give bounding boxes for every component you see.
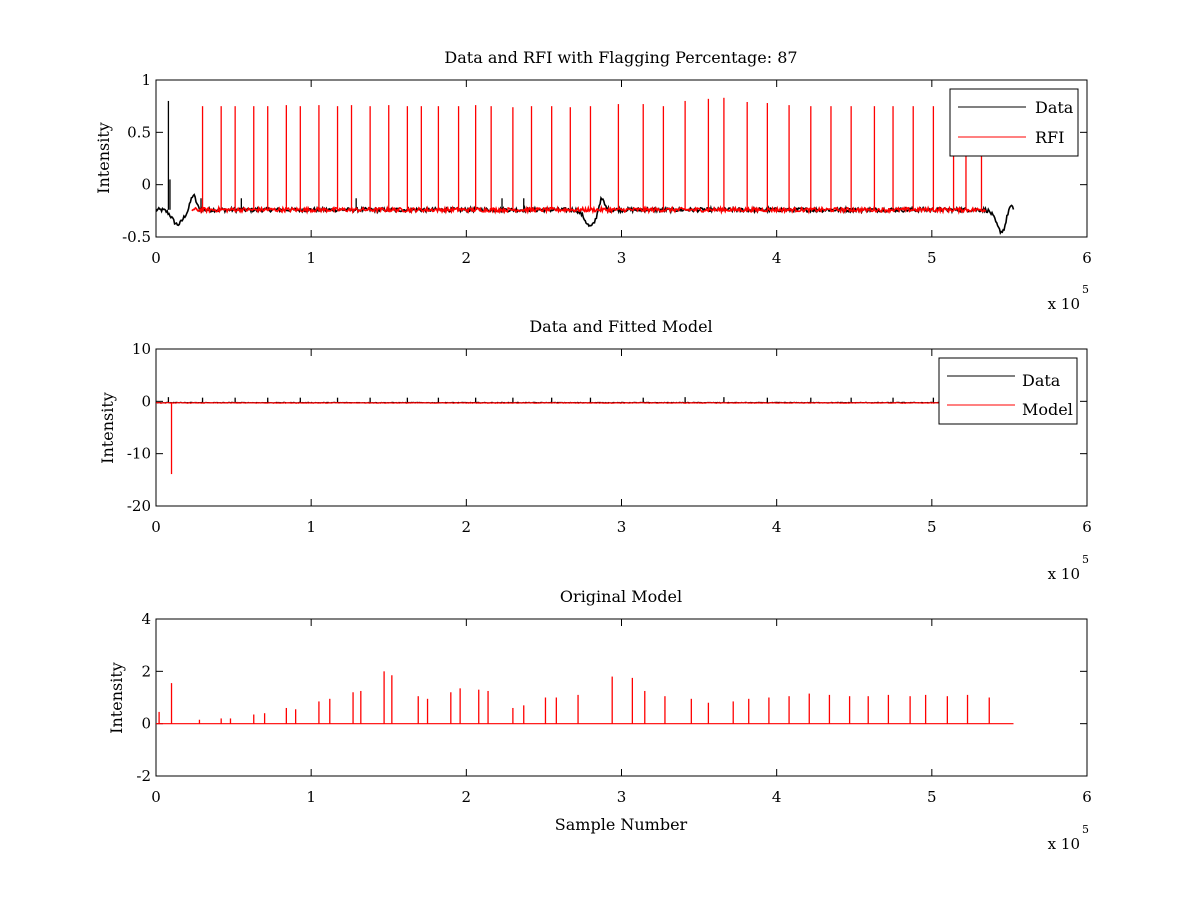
x-exponent-base: x 10 [1048,295,1080,313]
y-tick-label: 0 [141,392,151,410]
y-tick-label: 1 [141,71,151,89]
x-tick-label: 4 [772,788,782,806]
y-tick-label: 2 [141,662,151,680]
x-tick-label: 1 [306,518,316,536]
y-axis-label: Intensity [107,662,126,734]
x-tick-label: 3 [617,788,627,806]
chart-panel-fitted-model: Data and Fitted Model Intensity 0 1 2 3 4 5 6 -… [98,317,1092,583]
series-line-model [156,401,1014,404]
series-line-rfi [191,204,987,215]
y-axis-label: Intensity [98,392,117,464]
chart-panel-rfi: Data and RFI with Flagging Percentage: 8… [94,48,1092,313]
legend-label-data: Data [1035,98,1074,117]
y-tick-label: -10 [127,445,151,463]
x-exponent-base: x 10 [1048,565,1080,583]
x-tick-label: 3 [617,249,627,267]
x-tick-label: 5 [927,518,937,536]
x-tick-label: 5 [927,788,937,806]
x-exponent: x 10 5 [1048,553,1089,583]
x-tick-label: 6 [1082,788,1092,806]
x-tick-label: 3 [617,518,627,536]
y-tick-label: 0 [141,176,151,194]
plot-area: 0 1 2 3 4 5 6-0.500.51 [122,71,1092,267]
legend-label-model: Model [1022,400,1073,419]
x-exponent-power: 5 [1082,823,1089,836]
x-tick-label: 1 [306,788,316,806]
y-tick-label: -0.5 [122,228,151,246]
y-tick-label: -2 [136,767,151,785]
series-layer [156,397,1014,475]
x-exponent-base: x 10 [1048,835,1080,853]
chart-title: Original Model [560,587,682,606]
x-tick-label: 4 [772,249,782,267]
legend-label-data: Data [1022,371,1061,390]
x-tick-label: 4 [772,518,782,536]
legend: Data RFI [949,88,1079,157]
plot-area: 0 1 2 3 4 5 6 -20 -10 0 10 [127,340,1092,536]
x-tick-label: 1 [306,249,316,267]
x-tick-label: 5 [927,249,937,267]
legend: Data Model [938,357,1078,425]
legend-box [949,88,1079,157]
x-exponent: x 10 5 [1048,823,1089,853]
x-exponent-power: 5 [1082,553,1089,566]
series-layer [156,97,1015,236]
x-tick-label: 2 [462,249,472,267]
y-tick-label: 10 [132,340,151,358]
chart-title: Data and RFI with Flagging Percentage: 8… [444,48,797,67]
x-tick-label: 0 [151,249,161,267]
chart-title: Data and Fitted Model [529,317,712,336]
x-tick-label: 2 [462,518,472,536]
x-tick-label: 6 [1082,249,1092,267]
series-layer [156,671,1014,725]
x-tick-label: 2 [462,788,472,806]
y-axis-label: Intensity [94,122,113,194]
x-tick-label: 0 [151,518,161,536]
x-exponent-power: 5 [1082,283,1089,296]
x-exponent: x 10 5 [1048,283,1089,313]
legend-box [938,357,1078,425]
y-tick-label: 0 [141,715,151,733]
y-tick-label: -20 [127,497,151,515]
x-tick-label: 0 [151,788,161,806]
y-tick-label: 4 [141,610,151,628]
y-tick-label: 0.5 [127,123,151,141]
x-tick-label: 6 [1082,518,1092,536]
x-axis-label: Sample Number [555,815,688,834]
legend-label-rfi: RFI [1035,128,1064,147]
